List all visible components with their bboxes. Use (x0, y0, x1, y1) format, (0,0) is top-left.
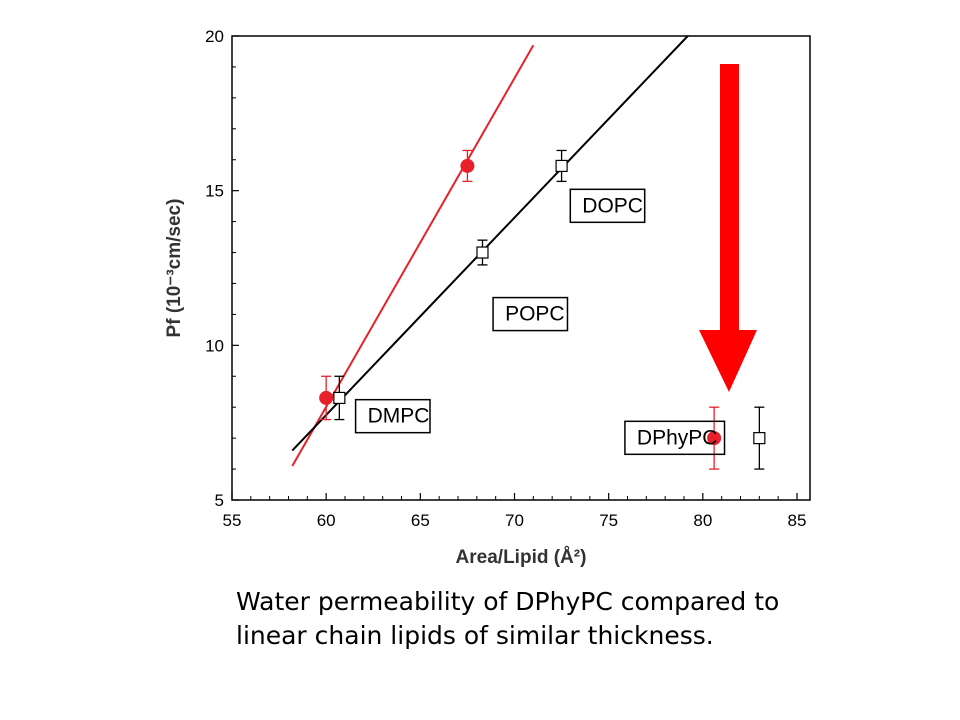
y-tick-label: 20 (205, 27, 224, 46)
annotation-box (624, 420, 726, 456)
annotation-box (354, 398, 431, 434)
caption-line-2: linear chain lipids of similar thickness… (236, 621, 714, 650)
annotation-popc: POPC (505, 303, 565, 326)
annotation-dopc: DOPC (582, 194, 643, 217)
y-axis-label: Pf (10⁻³cm/sec) (164, 199, 185, 338)
y-tick-label: 5 (215, 491, 224, 510)
data-point-circle (707, 431, 722, 446)
x-tick-label: 65 (411, 511, 430, 530)
caption-line-1: Water permeability of DPhyPC compared to (236, 587, 780, 616)
red-down-arrow (699, 64, 757, 392)
data-point-square (333, 391, 346, 405)
data-point-circle (460, 158, 475, 173)
black-fit-line (291, 35, 689, 452)
x-tick-label: 85 (788, 511, 807, 530)
permeability-chart: 55 60 65 70 75 80 85 5 10 15 20 Area/Lipid (Å²) Pf (… (164, 27, 811, 568)
annotation-dphypc: DPhyPC (637, 426, 718, 449)
data-point-square (753, 432, 766, 445)
x-tick-label: 80 (693, 511, 712, 530)
annotation-dmpc: DMPC (368, 405, 430, 428)
data-point-square (476, 246, 489, 259)
annotation-box (492, 296, 569, 332)
y-tick-label: 10 (205, 336, 224, 355)
x-tick-label: 75 (599, 511, 618, 530)
x-tick-label: 70 (505, 511, 524, 530)
x-tick-label: 60 (317, 511, 336, 530)
x-tick-label: 55 (223, 511, 242, 530)
data-point-square (555, 159, 568, 173)
x-axis-label: Area/Lipid (Å²) (456, 547, 587, 568)
y-tick-label: 15 (205, 182, 224, 201)
annotation-box (569, 188, 646, 224)
data-point-circle (319, 390, 334, 405)
plot-frame (231, 35, 811, 501)
slide-caption: Water permeability of DPhyPC compared to… (236, 585, 876, 653)
